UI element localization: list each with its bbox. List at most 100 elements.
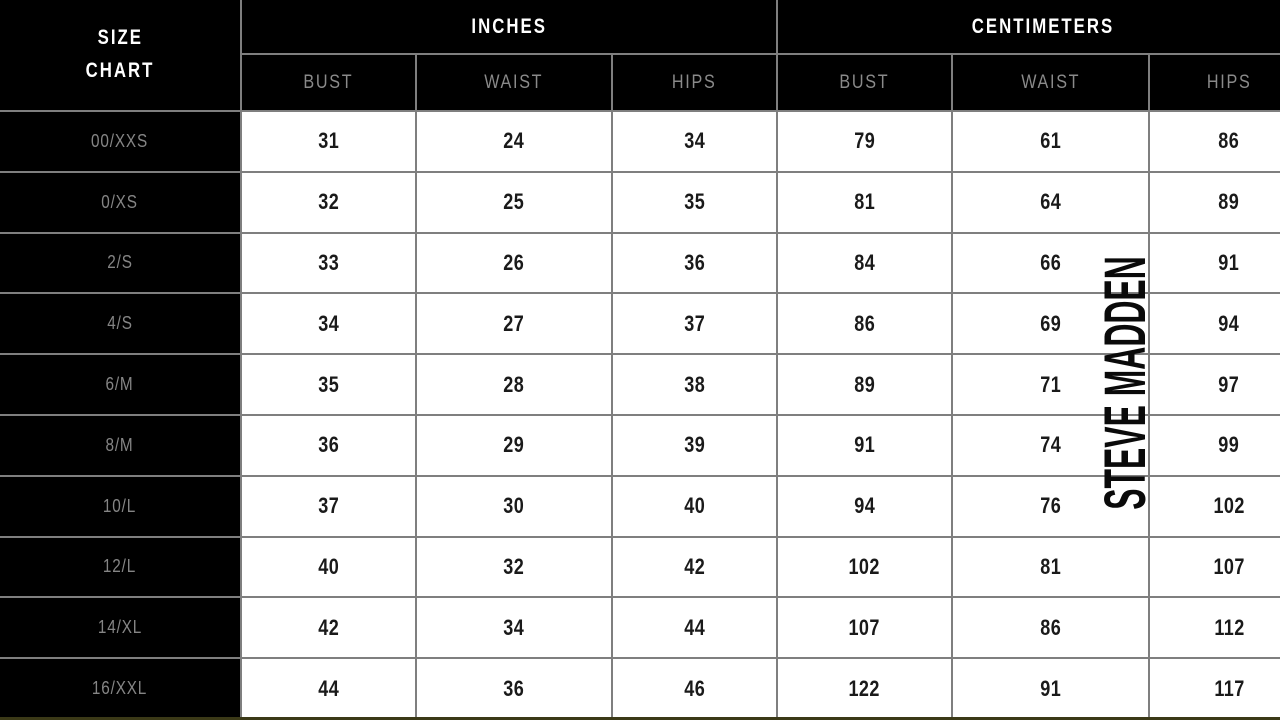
measurement-cell: 37 [613, 294, 778, 356]
column-header-hips-cm: HIPS [1150, 55, 1280, 112]
measurement-value: 91 [854, 432, 875, 458]
measurement-cell: 24 [417, 112, 613, 173]
measurement-value: 66 [1040, 249, 1061, 275]
steve-madden-logo: STEVE MADDEN [1093, 256, 1158, 510]
size-row-header: 14/XL [0, 598, 242, 660]
size-row-header: 4/S [0, 294, 242, 356]
measurement-value: 31 [318, 128, 339, 154]
measurement-cell: 32 [417, 537, 613, 599]
measurement-cell: 36 [613, 233, 778, 295]
measurement-cell: 25 [417, 172, 613, 234]
inches-group-header: INCHES [242, 0, 778, 55]
measurement-value: 112 [1213, 614, 1245, 640]
size-label: 8/M [105, 434, 135, 455]
measurement-value: 27 [503, 310, 525, 336]
measurement-cell: 84 [778, 233, 953, 295]
measurement-cell: 94 [778, 476, 953, 538]
measurement-value: 34 [503, 614, 525, 640]
measurement-cell: 32 [242, 172, 417, 234]
measurement-value: 40 [684, 493, 705, 519]
measurement-value: 71 [1040, 371, 1061, 397]
measurement-cell: 71 [953, 355, 1150, 416]
centimeters-group-header: CENTIMETERS [778, 0, 1280, 55]
measurement-cell: 99 [1150, 415, 1280, 477]
column-header-label: WAIST [1020, 71, 1081, 93]
measurement-value: 28 [503, 371, 525, 397]
column-header-label: HIPS [1206, 71, 1252, 93]
size-chart-title-line1: SIZE [97, 26, 143, 50]
measurement-value: 25 [503, 189, 525, 215]
measurement-cell: 86 [953, 598, 1150, 660]
measurement-cell: 27 [417, 294, 613, 356]
measurement-value: 76 [1040, 493, 1061, 519]
measurement-value: 26 [503, 249, 525, 275]
measurement-value: 37 [318, 493, 339, 519]
measurement-cell: 79 [778, 112, 953, 173]
measurement-cell: 34 [242, 294, 417, 356]
inches-group-label: INCHES [471, 14, 547, 38]
size-row-header: 16/XXL [0, 659, 242, 720]
size-row-header: 2/S [0, 233, 242, 295]
column-header-bust-inches: BUST [242, 55, 417, 112]
measurement-cell: 35 [242, 355, 417, 416]
measurement-value: 84 [854, 249, 875, 275]
measurement-value: 36 [684, 249, 705, 275]
measurement-cell: 89 [1150, 172, 1280, 234]
measurement-value: 34 [684, 128, 705, 154]
measurement-value: 94 [1218, 310, 1240, 336]
column-header-label: BUST [303, 71, 354, 93]
size-row-header: 0/XS [0, 172, 242, 234]
measurement-cell: 40 [613, 476, 778, 538]
size-label: 14/XL [97, 617, 143, 638]
size-label: 4/S [107, 313, 133, 334]
measurement-value: 38 [684, 371, 705, 397]
measurement-cell: 89 [778, 355, 953, 416]
size-label: 0/XS [101, 191, 139, 212]
column-header-bust-cm: BUST [778, 55, 953, 112]
column-header-label: HIPS [672, 71, 717, 93]
measurement-value: 107 [848, 614, 881, 640]
size-row-header: 10/L [0, 476, 242, 538]
measurement-value: 42 [318, 614, 339, 640]
measurement-cell: 122 [778, 659, 953, 720]
measurement-value: 35 [684, 189, 705, 215]
size-label: 12/L [103, 556, 137, 577]
measurement-cell: 86 [778, 294, 953, 356]
measurement-value: 102 [848, 553, 881, 579]
measurement-value: 44 [684, 614, 705, 640]
measurement-value: 61 [1040, 128, 1061, 154]
measurement-value: 94 [854, 493, 875, 519]
measurement-value: 64 [1040, 189, 1061, 215]
measurement-cell: 61 [953, 112, 1150, 173]
measurement-value: 46 [684, 675, 705, 701]
size-label: 10/L [103, 495, 137, 516]
measurement-cell: 69 [953, 294, 1150, 356]
measurement-value: 33 [318, 249, 339, 275]
measurement-value: 79 [854, 128, 875, 154]
centimeters-group-label: CENTIMETERS [971, 14, 1115, 38]
measurement-value: 86 [1040, 614, 1061, 640]
measurement-value: 86 [854, 310, 875, 336]
measurement-cell: 86 [1150, 112, 1280, 173]
measurement-value: 37 [684, 310, 705, 336]
measurement-cell: 46 [613, 659, 778, 720]
measurement-cell: 91 [778, 415, 953, 477]
measurement-cell: 42 [242, 598, 417, 660]
measurement-value: 32 [318, 189, 339, 215]
measurement-value: 102 [1213, 493, 1245, 519]
measurement-cell: 97 [1150, 355, 1280, 416]
measurement-value: 91 [1218, 249, 1240, 275]
measurement-cell: 66 [953, 233, 1150, 295]
size-row-header: 12/L [0, 537, 242, 599]
measurement-cell: 30 [417, 476, 613, 538]
measurement-value: 107 [1213, 553, 1245, 579]
measurement-cell: 91 [953, 659, 1150, 720]
measurement-cell: 33 [242, 233, 417, 295]
measurement-cell: 74 [953, 415, 1150, 477]
measurement-cell: 81 [953, 537, 1150, 599]
size-label: 00/XXS [91, 130, 149, 151]
measurement-cell: 76 [953, 476, 1150, 538]
size-label: 16/XXL [92, 678, 148, 699]
